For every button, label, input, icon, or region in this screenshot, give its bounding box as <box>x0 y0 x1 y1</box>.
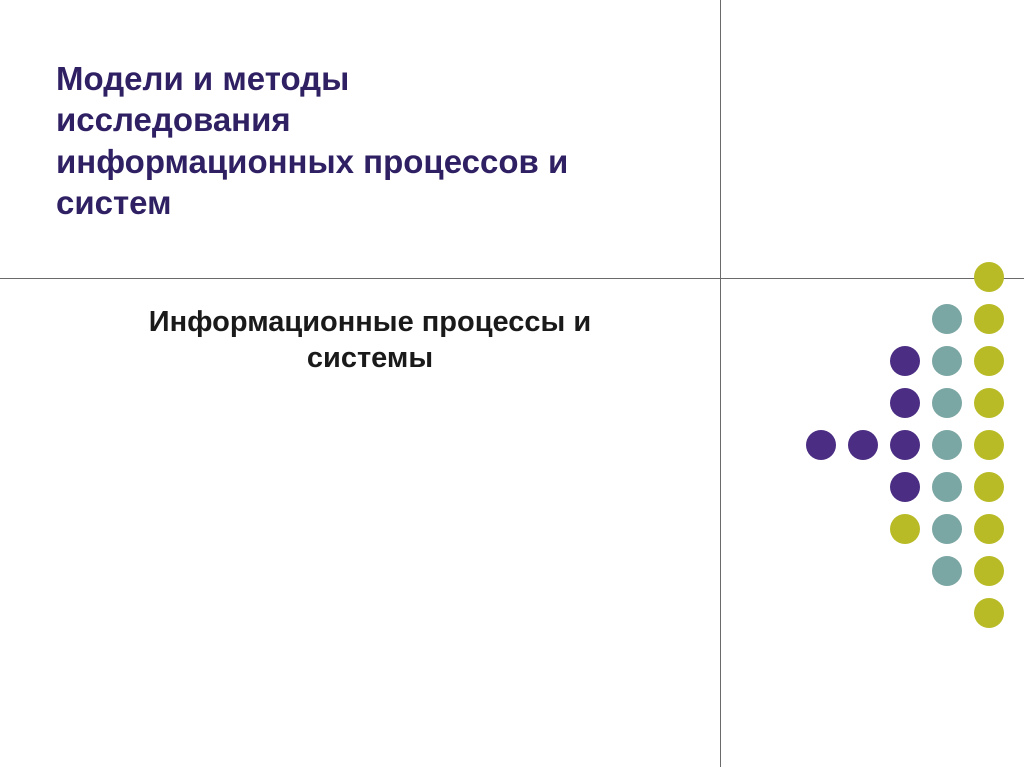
decorative-dot <box>890 556 920 586</box>
decorative-dot <box>848 598 878 628</box>
dot-row <box>794 466 1004 508</box>
decorative-dot <box>932 430 962 460</box>
decorative-dot <box>932 514 962 544</box>
decorative-dot <box>974 472 1004 502</box>
vertical-divider <box>720 0 721 767</box>
dot-row <box>794 550 1004 592</box>
decorative-dot <box>974 598 1004 628</box>
decorative-dot <box>890 388 920 418</box>
decorative-dot <box>848 472 878 502</box>
decorative-dot <box>806 304 836 334</box>
dot-row <box>794 382 1004 424</box>
decorative-dot <box>932 556 962 586</box>
decorative-dot <box>848 346 878 376</box>
decorative-dot <box>848 304 878 334</box>
decorative-dot <box>848 556 878 586</box>
decorative-dot <box>932 388 962 418</box>
decorative-dot <box>890 262 920 292</box>
decorative-dot <box>890 514 920 544</box>
decorative-dot <box>974 262 1004 292</box>
decorative-dot <box>848 430 878 460</box>
decorative-dot <box>806 472 836 502</box>
decorative-dot <box>974 346 1004 376</box>
decorative-dot <box>890 304 920 334</box>
decorative-dot <box>890 472 920 502</box>
decorative-dot <box>848 262 878 292</box>
decorative-dot <box>890 598 920 628</box>
decorative-dot <box>806 388 836 418</box>
decorative-dot <box>974 304 1004 334</box>
decorative-dot <box>974 514 1004 544</box>
decorative-dot-grid <box>794 256 1004 634</box>
decorative-dot <box>932 472 962 502</box>
decorative-dot <box>806 556 836 586</box>
decorative-dot <box>806 514 836 544</box>
decorative-dot <box>932 262 962 292</box>
decorative-dot <box>806 262 836 292</box>
decorative-dot <box>806 598 836 628</box>
slide-subtitle: Информационные процессы и системы <box>90 304 650 377</box>
decorative-dot <box>848 388 878 418</box>
decorative-dot <box>974 388 1004 418</box>
decorative-dot <box>806 346 836 376</box>
decorative-dot <box>932 598 962 628</box>
slide-title: Модели и методы исследования информацион… <box>56 58 576 223</box>
dot-row <box>794 424 1004 466</box>
decorative-dot <box>806 430 836 460</box>
decorative-dot <box>932 346 962 376</box>
presentation-slide: Модели и методы исследования информацион… <box>0 0 1024 767</box>
dot-row <box>794 340 1004 382</box>
decorative-dot <box>890 430 920 460</box>
dot-row <box>794 298 1004 340</box>
decorative-dot <box>974 430 1004 460</box>
decorative-dot <box>890 346 920 376</box>
decorative-dot <box>932 304 962 334</box>
dot-row <box>794 508 1004 550</box>
dot-row <box>794 256 1004 298</box>
dot-row <box>794 592 1004 634</box>
decorative-dot <box>848 514 878 544</box>
decorative-dot <box>974 556 1004 586</box>
